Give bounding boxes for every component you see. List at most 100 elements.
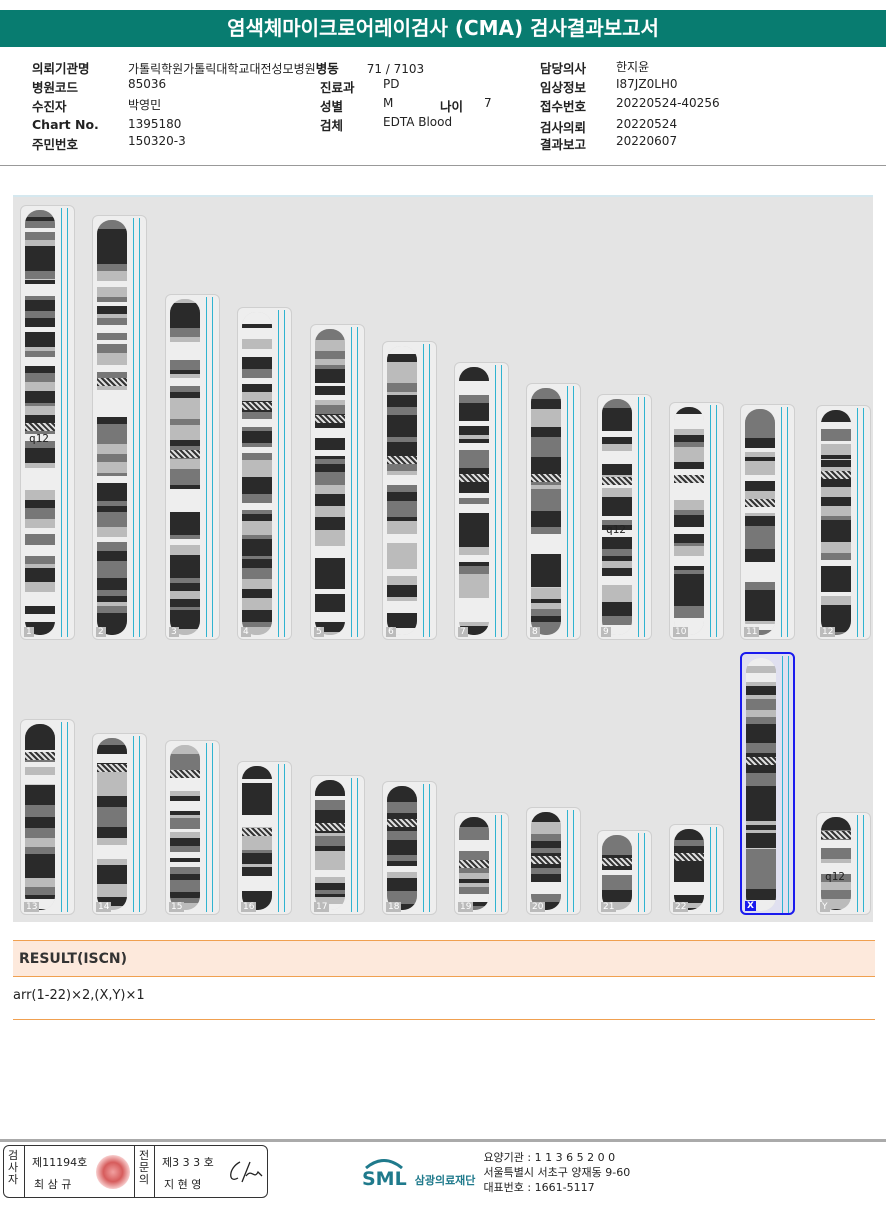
copy-number-line bbox=[357, 327, 358, 637]
band bbox=[97, 281, 127, 288]
copy-number-line bbox=[787, 407, 788, 637]
chromosome-11[interactable]: 11 bbox=[740, 404, 795, 640]
band bbox=[315, 882, 345, 890]
band-label: q12 bbox=[825, 869, 845, 883]
band bbox=[97, 542, 127, 551]
band bbox=[97, 550, 127, 562]
chromosome-number: 21 bbox=[601, 902, 617, 912]
band bbox=[674, 907, 704, 910]
chromosome-19[interactable]: 19 bbox=[454, 812, 509, 915]
band bbox=[170, 458, 200, 469]
band bbox=[242, 484, 272, 495]
centromere bbox=[531, 474, 561, 483]
band bbox=[315, 605, 345, 612]
band bbox=[531, 417, 561, 428]
band bbox=[459, 901, 489, 906]
copy-number-line bbox=[351, 327, 352, 637]
band bbox=[97, 854, 127, 859]
band bbox=[821, 541, 851, 554]
band bbox=[459, 555, 489, 562]
signature-box: 검사자 제11194호 최 삼 규 전문의 제3 3 3 호 지 현 영 bbox=[3, 1145, 268, 1198]
band bbox=[387, 372, 417, 383]
band bbox=[315, 368, 345, 376]
band bbox=[170, 563, 200, 571]
band bbox=[242, 802, 272, 807]
copy-number-line bbox=[716, 405, 717, 637]
chromosome-ideogram bbox=[821, 410, 851, 635]
band bbox=[746, 799, 776, 810]
band bbox=[242, 470, 272, 477]
chromosome-15[interactable]: 15 bbox=[165, 740, 220, 915]
chromosome-12[interactable]: 12 bbox=[816, 405, 871, 640]
chromosome-7[interactable]: 7 bbox=[454, 362, 509, 640]
chromosome-6[interactable]: 6 bbox=[382, 341, 437, 640]
band bbox=[170, 857, 200, 863]
chromosome-21[interactable]: 21 bbox=[597, 830, 652, 915]
band bbox=[745, 516, 775, 527]
band bbox=[674, 862, 704, 872]
band bbox=[242, 494, 272, 503]
band bbox=[531, 408, 561, 418]
chromosome-X-selected[interactable]: X bbox=[740, 652, 795, 915]
chromosome-20[interactable]: 20 bbox=[526, 807, 581, 915]
band bbox=[315, 780, 345, 789]
band bbox=[25, 909, 55, 910]
band bbox=[170, 814, 200, 819]
band bbox=[242, 890, 272, 896]
band bbox=[315, 424, 345, 429]
copy-number-line bbox=[278, 764, 279, 912]
chromosome-3[interactable]: 3 bbox=[165, 294, 220, 640]
chromosome-9[interactable]: 9 q12 bbox=[597, 394, 652, 640]
chromosome-16[interactable]: 16 bbox=[237, 761, 292, 915]
chromosome-4[interactable]: 4 bbox=[237, 307, 292, 640]
band bbox=[531, 599, 561, 603]
band bbox=[387, 491, 417, 501]
band bbox=[387, 346, 417, 355]
band bbox=[531, 519, 561, 527]
chromosome-5[interactable]: 5 bbox=[310, 324, 365, 640]
band bbox=[459, 827, 489, 834]
band bbox=[242, 558, 272, 569]
chromosome-number: 4 bbox=[241, 627, 251, 637]
chromosome-17[interactable]: 17 bbox=[310, 775, 365, 915]
chromosome-2[interactable]: 2 bbox=[92, 215, 147, 640]
band bbox=[459, 439, 489, 444]
chromosome-number: 15 bbox=[169, 902, 185, 912]
band bbox=[674, 534, 704, 544]
band bbox=[170, 591, 200, 600]
band bbox=[170, 505, 200, 513]
band bbox=[97, 314, 127, 318]
chromosome-ideogram bbox=[242, 766, 272, 910]
band bbox=[170, 545, 200, 556]
band bbox=[25, 533, 55, 537]
chromosome-1[interactable]: 1 q12 bbox=[20, 205, 75, 640]
band bbox=[25, 605, 55, 611]
chromosome-10[interactable]: 10 bbox=[669, 402, 724, 640]
band bbox=[315, 394, 345, 400]
band bbox=[97, 408, 127, 417]
chromosome-8[interactable]: 8 bbox=[526, 383, 581, 640]
chromosome-number: 8 bbox=[530, 627, 540, 637]
band bbox=[25, 784, 55, 797]
band bbox=[315, 346, 345, 351]
centromere bbox=[170, 450, 200, 459]
band bbox=[25, 490, 55, 501]
band bbox=[170, 577, 200, 583]
chromosome-18[interactable]: 18 bbox=[382, 781, 437, 915]
chromosome-14[interactable]: 14 bbox=[92, 733, 147, 915]
chromosome-number: 12 bbox=[820, 627, 836, 637]
band bbox=[170, 846, 200, 852]
band bbox=[315, 339, 345, 347]
copy-number-line bbox=[423, 344, 424, 637]
band bbox=[242, 815, 272, 827]
band bbox=[602, 862, 632, 871]
centromere bbox=[170, 769, 200, 778]
band bbox=[170, 373, 200, 379]
band bbox=[97, 340, 127, 345]
chromosome-ideogram bbox=[387, 786, 417, 910]
band bbox=[531, 500, 561, 512]
band bbox=[602, 524, 632, 530]
chromosome-22[interactable]: 22 bbox=[669, 824, 724, 915]
chromosome-13[interactable]: 13 bbox=[20, 719, 75, 915]
